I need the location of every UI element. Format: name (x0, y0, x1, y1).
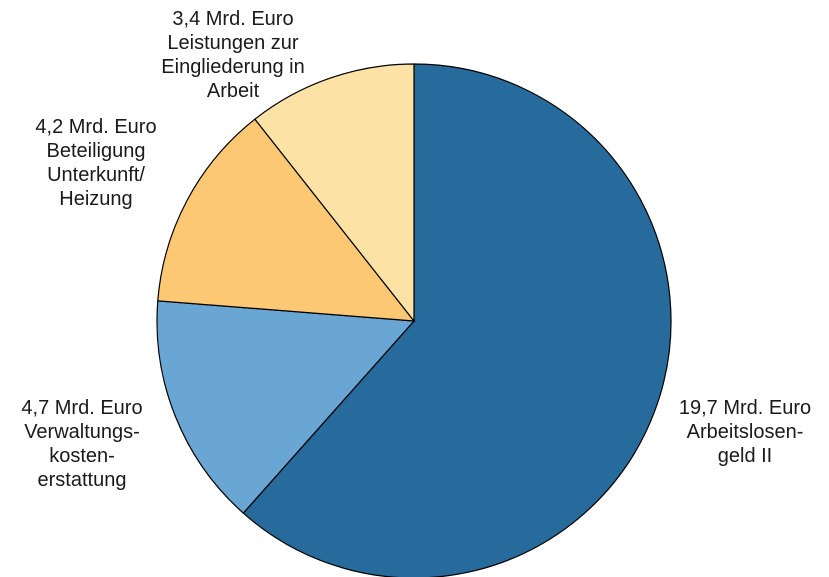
slice-category-label: Unterkunft/ (47, 164, 145, 186)
slice-category-label: Beteiligung (47, 140, 146, 162)
slice-category-label: Eingliederung in (161, 56, 304, 78)
slice-category-label: Verwaltungs- (24, 421, 140, 443)
slice-category-label: erstattung (38, 469, 127, 491)
pie-slice-3 (254, 63, 415, 323)
slice-label-2: 4,2 Mrd. Euro Beteiligung Unterkunft/Heizu… (35, 116, 156, 210)
slice-category-label: Arbeitslosen- (687, 421, 804, 443)
labels-layer: 19,7 Mrd. Euro Arbeitslosen-geld II 4,7 Mr… (21, 8, 811, 491)
slice-value-label: 4,2 Mrd. Euro (35, 116, 156, 138)
slice-category-label: Arbeit (207, 80, 260, 102)
slice-label-0: 19,7 Mrd. Euro Arbeitslosen-geld II (679, 397, 811, 467)
slice-label-1: 4,7 Mrd. Euro Verwaltungs-kosten-erstattu… (21, 397, 142, 491)
slice-value-label: 4,7 Mrd. Euro (21, 397, 142, 419)
slice-label-3: 3,4 Mrd. Euro Leistungen zur Eingliederung… (161, 8, 304, 102)
slice-category-label: kosten- (49, 445, 115, 467)
slices-layer (156, 63, 672, 577)
slice-category-label: Heizung (59, 188, 132, 210)
pie-slice-1 (156, 300, 416, 514)
slice-category-label: Leistungen zur (167, 32, 299, 54)
slice-value-label: 19,7 Mrd. Euro (679, 397, 811, 419)
slice-category-label: geld II (718, 445, 772, 467)
pie-slice-2 (157, 118, 416, 322)
slice-value-label: 3,4 Mrd. Euro (172, 8, 293, 30)
pie-slice-0 (242, 63, 672, 577)
